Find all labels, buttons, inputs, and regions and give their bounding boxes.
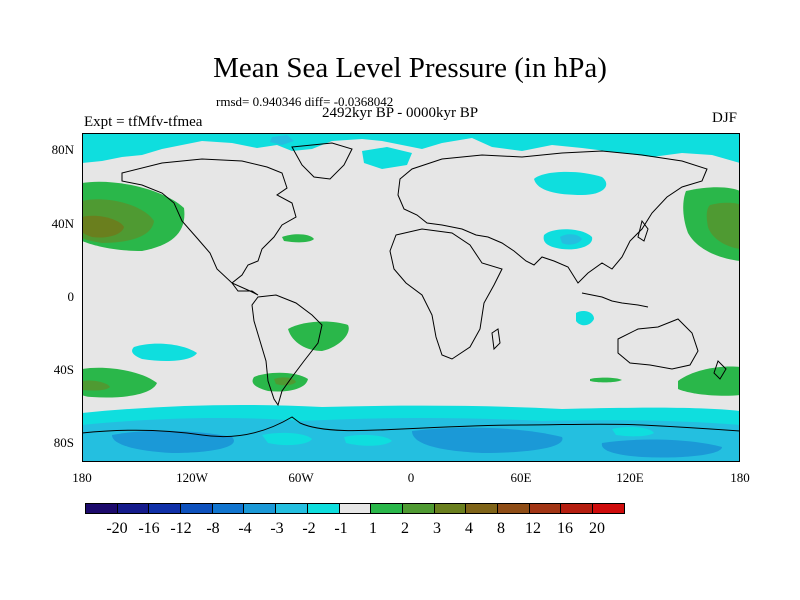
new-zealand-coast xyxy=(713,360,727,380)
lon-label-60e: 60E xyxy=(510,470,532,485)
tibet-minus2 xyxy=(560,234,582,245)
greenland-coast xyxy=(291,142,353,180)
colorbar-label: -16 xyxy=(138,520,160,537)
colorbar-swatch xyxy=(528,503,562,514)
antarctic-minus1-patch-east xyxy=(612,426,654,437)
colorbar-swatch xyxy=(306,503,340,514)
south-pacific-high-west-core xyxy=(82,380,110,391)
colorbar-swatch xyxy=(275,503,308,514)
lon-label-0: 0 xyxy=(407,470,415,485)
lat-label-0: 0 xyxy=(67,289,75,304)
colorbar-swatch xyxy=(433,503,467,514)
colorbar-label: 4 xyxy=(465,520,473,537)
colorbar-swatch xyxy=(370,503,403,514)
colorbar-label: -1 xyxy=(334,520,348,537)
colorbar-label: 8 xyxy=(497,520,505,537)
atlantic-positive-patch xyxy=(282,234,314,243)
colorbar-swatch xyxy=(465,503,498,514)
antarctic-minus1-patch-center xyxy=(344,434,392,446)
colorbar-swatch xyxy=(401,503,435,514)
arctic-negative-band xyxy=(82,133,740,163)
indonesia-coast xyxy=(581,292,649,308)
pressure-map xyxy=(82,133,740,462)
lat-label-80n: 80N xyxy=(51,142,74,157)
colorbar-label: 16 xyxy=(557,520,573,537)
south-pacific-negative xyxy=(132,343,197,361)
antarctic-minus3-east xyxy=(601,439,722,458)
south-atlantic-positive xyxy=(288,321,349,351)
colorbar-label: -3 xyxy=(270,520,284,537)
coastlines xyxy=(82,142,740,438)
colorbar-swatch xyxy=(85,503,118,514)
map-title: Mean Sea Level Pressure (in hPa) xyxy=(213,52,607,84)
map-border xyxy=(82,133,740,462)
north-pacific-high-west-center xyxy=(82,215,124,238)
australia-coast xyxy=(617,318,699,370)
colorbar-swatch xyxy=(116,503,150,514)
colorbar-label: -20 xyxy=(106,520,128,537)
lat-label-40s: 40S xyxy=(53,362,74,377)
atlantic-north-negative xyxy=(362,147,412,169)
colorbar-swatch xyxy=(338,503,372,514)
colorbar-label: 20 xyxy=(589,520,605,537)
lat-label-40n: 40N xyxy=(51,216,74,231)
colorbar-swatch xyxy=(496,503,530,514)
lat-label-80s: 80S xyxy=(53,435,74,450)
colorbar xyxy=(85,503,625,514)
colorbar-label: 3 xyxy=(433,520,441,537)
period-label: 2492kyr BP - 0000kyr BP xyxy=(322,105,479,121)
eurasia-coast xyxy=(397,150,708,284)
experiment-label: Expt = tfMfv-tfmea xyxy=(84,114,203,130)
antarctic-minus3-center xyxy=(412,427,563,453)
antarctic-minus1-patch-west xyxy=(262,432,312,446)
indian-ocean-positive xyxy=(590,377,622,383)
colorbar-label: -4 xyxy=(238,520,252,537)
siberia-negative xyxy=(534,171,607,195)
colorbar-label: 12 xyxy=(525,520,541,537)
lon-label-180e: 180 xyxy=(730,470,750,485)
colorbar-swatch xyxy=(243,503,277,514)
north-america-coast xyxy=(121,158,297,296)
antarctica-coast xyxy=(82,416,740,438)
antarctic-minus3-west xyxy=(112,430,234,453)
lon-label-120e: 120E xyxy=(616,470,644,485)
colorbar-label: 1 xyxy=(369,520,377,537)
colorbar-swatch xyxy=(560,503,593,514)
colorbar-label: -2 xyxy=(302,520,316,537)
colorbar-swatch xyxy=(211,503,245,514)
season-label: DJF xyxy=(712,110,738,126)
arctic-minus2-patch xyxy=(270,135,294,145)
lon-label-180w: 180 xyxy=(72,470,92,485)
lon-label-120w: 120W xyxy=(176,470,208,485)
madagascar-coast xyxy=(491,328,501,351)
africa-coast xyxy=(389,228,503,360)
colorbar-swatch xyxy=(180,503,213,514)
colorbar-swatch xyxy=(592,503,625,514)
stats-line: rmsd= 0.940346 diff= -0.0368042 xyxy=(216,94,394,109)
colorbar-swatch xyxy=(148,503,182,514)
south-pacific-high-east xyxy=(678,366,740,396)
japan-coast xyxy=(637,219,649,242)
colorbar-label: 2 xyxy=(401,520,409,537)
colorbar-label: -12 xyxy=(170,520,192,537)
colorbar-label: -8 xyxy=(206,520,220,537)
north-pacific-high-east-core xyxy=(706,202,740,249)
indian-ocean-negative xyxy=(576,311,594,326)
lon-label-60w: 60W xyxy=(288,470,314,485)
south-america-coast xyxy=(251,294,323,407)
southern-ocean-minus2 xyxy=(82,418,740,462)
